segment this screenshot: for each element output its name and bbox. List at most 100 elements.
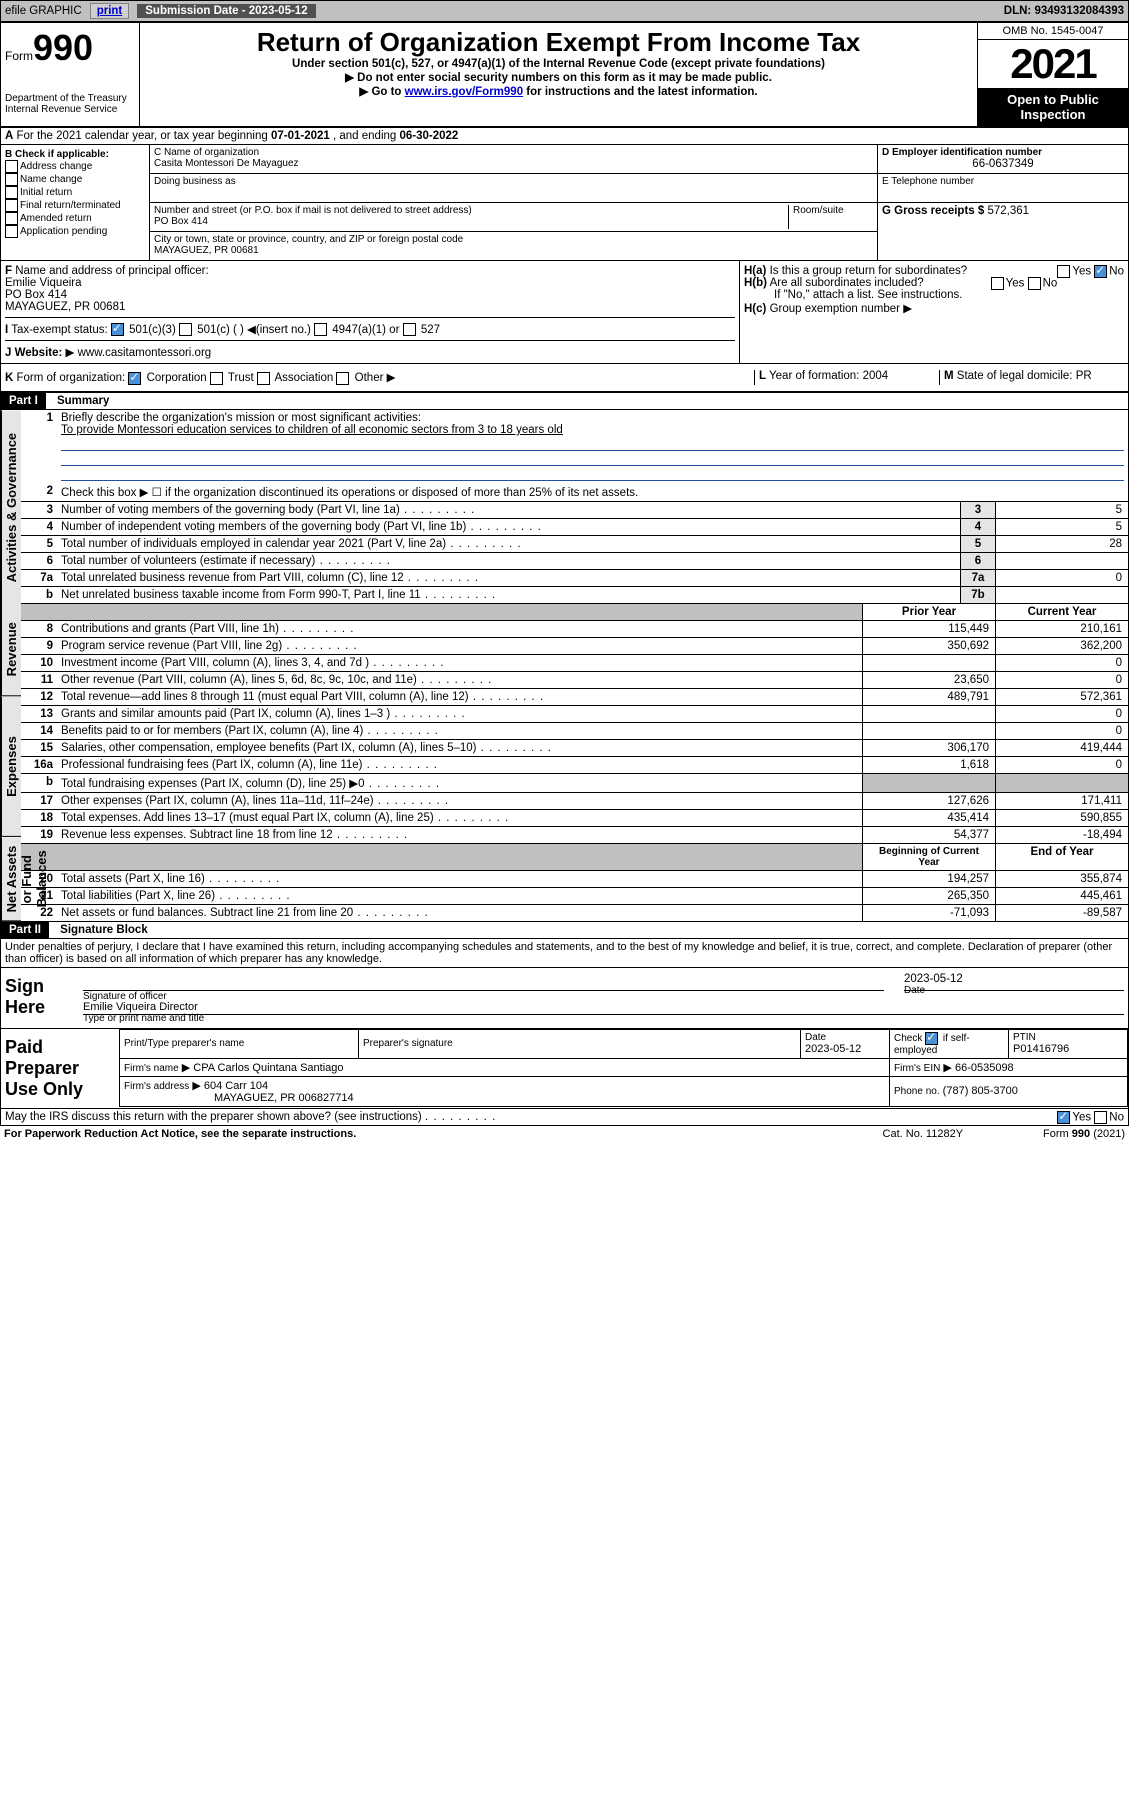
ein-value: 66-0637349 [882,158,1124,170]
prior-value: 306,170 [862,740,995,756]
arrow-icon: ▶ [345,72,354,84]
prior-value: 1,618 [862,757,995,773]
line-text: Revenue less expenses. Subtract line 18 … [57,827,862,843]
chk-pending[interactable] [5,225,18,238]
paid-preparer-label: Paid Preparer Use Only [1,1029,119,1108]
prior-value: 350,692 [862,638,995,654]
current-value: 0 [995,723,1128,739]
chk-assoc[interactable] [257,372,270,385]
arrow-icon: ▶ [943,1062,951,1074]
chk-address-change[interactable] [5,160,18,173]
f-label: F [5,265,12,277]
website-value: www.casitamontessori.org [78,347,212,359]
line-text: Net assets or fund balances. Subtract li… [57,905,862,921]
preparer-table: Print/Type preparer's name Preparer's si… [119,1029,1128,1107]
line-num: 10 [21,655,57,671]
opt-final: Final return/terminated [20,200,121,211]
chk-corp[interactable] [128,372,141,385]
chk-final[interactable] [5,199,18,212]
line-text: Other revenue (Part VIII, column (A), li… [57,672,862,688]
line-num: 12 [21,689,57,705]
tax-year: 2021 [978,40,1128,88]
line-num-2: 2 [21,483,57,501]
opt-501c3: 501(c)(3) [129,324,176,336]
chk-hb-no[interactable] [1028,277,1041,290]
line-text: Number of voting members of the governin… [57,502,960,518]
col-de: D Employer identification number 66-0637… [877,145,1128,260]
chk-4947[interactable] [314,323,327,336]
line-num: 17 [21,793,57,809]
form-header: Form990 Department of the Treasury Inter… [1,23,1128,128]
open-to-public: Open to Public Inspection [978,88,1128,126]
officer-addr1: PO Box 414 [5,289,67,301]
vlabel-expenses: Expenses [1,697,21,837]
l-label: L [759,370,766,382]
chk-self-emp[interactable] [925,1032,938,1045]
arrow-icon: ▶ [192,1080,200,1092]
current-value: 0 [995,655,1128,671]
current-value: 171,411 [995,793,1128,809]
current-value: 0 [995,757,1128,773]
chk-irs-yes[interactable] [1057,1111,1070,1124]
opt-501c: 501(c) ( ) [197,324,244,336]
header-left: Form990 Department of the Treasury Inter… [1,23,140,126]
i-label: I [5,324,8,336]
prior-value: -71,093 [862,905,995,921]
chk-other[interactable] [336,372,349,385]
prep-name-label: Print/Type preparer's name [124,1038,354,1049]
col-c: C Name of organization Casita Montessori… [150,145,877,260]
submission-date: Submission Date - 2023-05-12 [137,4,315,18]
line-num: 22 [21,905,57,921]
current-value: 362,200 [995,638,1128,654]
arrow-icon: ▶ [387,372,396,384]
cat-no: Cat. No. 11282Y [883,1128,964,1140]
paperwork-notice: For Paperwork Reduction Act Notice, see … [4,1128,356,1140]
col-beginning: Beginning of Current Year [862,844,995,870]
opt-assoc: Association [274,372,333,384]
chk-ha-yes[interactable] [1057,265,1070,278]
line-box-num: 4 [960,519,995,535]
chk-trust[interactable] [210,372,223,385]
print-button[interactable]: print [90,3,130,19]
current-value [995,774,1128,792]
line-box-num: 6 [960,553,995,569]
opt-trust: Trust [228,372,254,384]
check-if-label: Check [894,1033,922,1044]
current-value: 445,461 [995,888,1128,904]
chk-hb-yes[interactable] [991,277,1004,290]
officer-name: Emilie Viqueira [5,277,82,289]
no-label: No [1043,278,1058,290]
penalty-text: Under penalties of perjury, I declare th… [1,938,1128,967]
ptin-label: PTIN [1013,1032,1123,1043]
chk-name-change[interactable] [5,173,18,186]
date-label: Date [904,985,1124,996]
line-num: 18 [21,810,57,826]
line-num: 19 [21,827,57,843]
m-label: M [944,370,954,382]
current-value: 419,444 [995,740,1128,756]
sign-here-section: Sign Here Signature of officer 2023-05-1… [1,967,1128,1028]
firm-ein-label: Firm's EIN [894,1063,940,1074]
current-value: -18,494 [995,827,1128,843]
chk-501c3[interactable] [111,323,124,336]
m-text: State of legal domicile: [957,370,1073,382]
opt-insert: (insert no.) [256,324,311,336]
prep-sig-label: Preparer's signature [363,1038,796,1049]
chk-amended[interactable] [5,212,18,225]
chk-527[interactable] [403,323,416,336]
line-value: 28 [995,536,1128,552]
prior-value: 23,650 [862,672,995,688]
chk-501c[interactable] [179,323,192,336]
line1-label: Briefly describe the organization's miss… [61,412,421,424]
mission-underline [61,466,1124,481]
irs-link[interactable]: www.irs.gov/Form990 [405,86,523,98]
dba-label: Doing business as [154,176,873,187]
chk-initial[interactable] [5,186,18,199]
chk-irs-no[interactable] [1094,1111,1107,1124]
f-text: Name and address of principal officer: [15,265,208,277]
section-fh: F Name and address of principal officer:… [1,261,1128,364]
line2-text: Check this box ▶ ☐ if the organization d… [57,483,1128,501]
line-text: Total fundraising expenses (Part IX, col… [57,774,862,792]
line-num: 6 [21,553,57,569]
chk-ha-no[interactable] [1094,265,1107,278]
